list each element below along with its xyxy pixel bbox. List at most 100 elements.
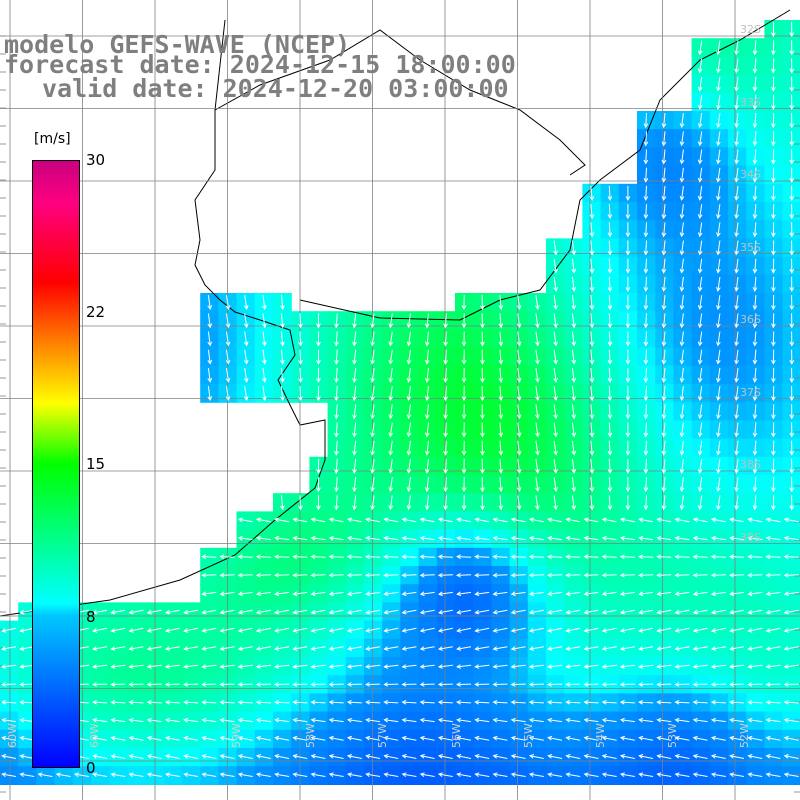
wind-arrow <box>244 367 248 382</box>
wind-arrow-head <box>553 450 558 456</box>
wind-arrow-head <box>164 699 170 705</box>
wind-arrow-head <box>589 378 595 383</box>
wind-arrow-head <box>370 468 375 474</box>
wind-arrow <box>493 719 508 723</box>
wind-arrow <box>645 477 647 492</box>
wind-arrow-head <box>110 609 116 615</box>
wind-arrow <box>584 737 599 741</box>
wind-arrow-head <box>692 572 698 578</box>
wind-arrow <box>366 773 381 777</box>
wind-arrow-head <box>601 682 607 687</box>
wind-arrow <box>553 495 557 510</box>
wind-arrow-head <box>201 717 207 723</box>
wind-arrow <box>408 477 411 492</box>
wind-arrow <box>566 537 581 541</box>
wind-arrow <box>663 185 666 200</box>
colorbar-tick-15: 15 <box>86 455 106 473</box>
wind-arrow-head <box>553 286 558 292</box>
wind-arrow-head <box>516 432 522 438</box>
wind-arrow <box>584 664 599 668</box>
wind-arrow <box>244 331 248 346</box>
wind-arrow <box>639 609 654 614</box>
wind-arrow-head <box>638 754 644 759</box>
wind-arrow <box>499 295 502 310</box>
wind-arrow-head <box>528 609 534 615</box>
wind-arrow-head <box>128 682 134 687</box>
wind-arrow-head <box>292 754 298 759</box>
wind-arrow <box>699 149 703 164</box>
wind-arrow <box>56 773 71 777</box>
wind-arrow-head <box>589 359 595 365</box>
wind-arrow-head <box>406 414 412 420</box>
wind-arrow <box>693 773 708 777</box>
wind-arrow-head <box>607 450 613 456</box>
wind-arrow <box>438 609 453 614</box>
wind-arrow <box>663 240 666 255</box>
wind-arrow-head <box>716 468 721 474</box>
wind-arrow <box>639 773 654 777</box>
wind-arrow-head <box>443 359 449 365</box>
wind-arrow-head <box>243 305 249 311</box>
wind-arrow-head <box>643 232 649 238</box>
wind-arrow <box>202 719 217 723</box>
wind-arrow <box>584 701 599 704</box>
wind-arrow-head <box>201 554 207 560</box>
wind-arrow <box>553 295 557 310</box>
wind-arrow <box>165 701 180 704</box>
wind-arrow <box>571 276 575 291</box>
wind-arrow <box>735 185 739 200</box>
wind-arrow <box>347 646 362 650</box>
wind-arrow <box>371 440 375 455</box>
wind-arrow-head <box>771 505 776 511</box>
wind-arrow-head <box>498 378 504 383</box>
wind-arrow <box>730 646 745 650</box>
wind-arrow <box>256 701 271 704</box>
wind-arrow-head <box>734 323 739 329</box>
wind-arrow <box>730 755 745 759</box>
wind-arrow-head <box>352 414 357 420</box>
wind-arrow-head <box>771 396 776 402</box>
wind-arrow-head <box>346 735 352 741</box>
wind-arrow <box>735 404 739 419</box>
wind-arrow <box>207 295 211 310</box>
wind-arrow-head <box>255 717 261 723</box>
wind-arrow-head <box>443 468 449 474</box>
wind-arrow <box>457 609 472 614</box>
wind-arrow-head <box>128 699 134 705</box>
wind-arrow-head <box>1 699 6 705</box>
wind-arrow-head <box>547 591 553 597</box>
wind-arrow <box>620 574 635 576</box>
wind-arrow-head <box>461 323 467 329</box>
wind-arrow-head <box>237 682 243 687</box>
wind-arrow-head <box>424 341 430 347</box>
wind-arrow-head <box>328 735 334 741</box>
wind-arrow <box>444 477 447 492</box>
wind-arrow-head <box>583 682 589 687</box>
wind-arrow-head <box>328 646 334 651</box>
wind-arrow <box>408 367 411 382</box>
wind-arrow <box>717 222 721 237</box>
wind-arrow-head <box>589 305 595 311</box>
lon-label: 58W <box>304 723 317 748</box>
wind-arrow-head <box>553 487 558 493</box>
wind-arrow-head <box>729 664 735 669</box>
wind-arrow-head <box>365 717 371 723</box>
wind-arrow-head <box>752 287 758 292</box>
wind-arrow-head <box>443 341 449 347</box>
wind-arrow <box>730 609 745 614</box>
wind-arrow <box>457 701 472 704</box>
wind-arrow <box>645 349 647 364</box>
wind-arrow <box>730 701 745 704</box>
wind-arrow-head <box>443 414 449 420</box>
wind-arrow <box>711 701 726 704</box>
wind-arrow <box>384 556 399 558</box>
wind-arrow-head <box>388 414 394 420</box>
wind-arrow-head <box>516 323 522 329</box>
wind-arrow-head <box>255 591 261 597</box>
wind-arrow-head <box>643 177 649 183</box>
wind-arrow <box>238 518 253 523</box>
wind-arrow <box>311 627 326 632</box>
wind-arrow <box>147 719 162 723</box>
wind-arrow-head <box>292 591 298 597</box>
wind-arrow <box>699 185 703 200</box>
